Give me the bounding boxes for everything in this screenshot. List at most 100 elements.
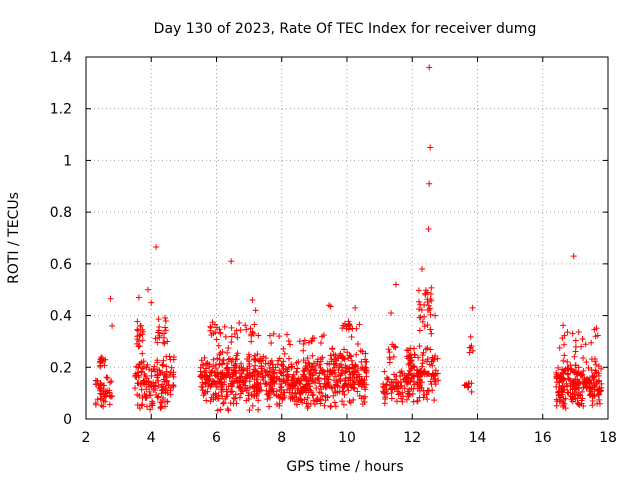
- axis-ticks: 2 4 6 8 10 12 14 16 18 0 0.2 0.4 0.6 0.8 1 1.2 1.4: [50, 50, 617, 446]
- data-point: [249, 402, 256, 409]
- data-point: [582, 341, 589, 348]
- data-point: [416, 343, 423, 350]
- data-point: [97, 356, 104, 363]
- data-point: [426, 180, 433, 187]
- data-point: [253, 388, 260, 395]
- data-point: [337, 352, 344, 359]
- data-point: [292, 390, 299, 397]
- data-point: [316, 361, 323, 368]
- data-point: [151, 368, 158, 375]
- x-tick-label: 4: [147, 430, 156, 446]
- data-point: [595, 372, 602, 379]
- data-point: [306, 361, 313, 368]
- data-point: [463, 381, 470, 388]
- data-point: [346, 398, 353, 405]
- data-point: [230, 394, 237, 401]
- data-point: [139, 337, 146, 344]
- data-point: [293, 368, 300, 375]
- data-point: [399, 398, 406, 405]
- data-point: [319, 354, 326, 361]
- data-point: [583, 384, 590, 391]
- data-point: [260, 353, 267, 360]
- data-point: [564, 371, 571, 378]
- data-point: [135, 294, 142, 301]
- data-point: [199, 387, 206, 394]
- data-point: [339, 325, 346, 332]
- data-point: [561, 352, 568, 359]
- data-point: [561, 341, 568, 348]
- data-point: [232, 360, 239, 367]
- data-point: [357, 365, 364, 372]
- data-point: [321, 368, 328, 375]
- data-point: [579, 371, 586, 378]
- x-tick-label: 12: [403, 430, 421, 446]
- data-point: [156, 324, 163, 331]
- data-point: [411, 352, 418, 359]
- data-point: [330, 351, 337, 358]
- data-point: [313, 396, 320, 403]
- data-point: [354, 341, 361, 348]
- data-point: [231, 330, 238, 337]
- data-point: [427, 311, 434, 318]
- data-point: [342, 368, 349, 375]
- data-point: [339, 355, 346, 362]
- data-point: [561, 332, 568, 339]
- data-point: [467, 333, 474, 340]
- data-point: [310, 366, 317, 373]
- data-point: [268, 375, 275, 382]
- data-point: [197, 373, 204, 380]
- data-point: [228, 358, 235, 365]
- data-point: [333, 373, 340, 380]
- data-point: [255, 397, 262, 404]
- data-point: [338, 361, 345, 368]
- data-point: [155, 316, 162, 323]
- data-point: [583, 359, 590, 366]
- data-point: [403, 347, 410, 354]
- data-point: [285, 364, 292, 371]
- data-point: [259, 373, 266, 380]
- data-point: [243, 371, 250, 378]
- data-point: [216, 351, 223, 358]
- data-point: [242, 322, 249, 329]
- data-point: [170, 383, 177, 390]
- data-point: [419, 357, 426, 364]
- data-point: [421, 301, 428, 308]
- data-point: [270, 379, 277, 386]
- data-point: [578, 343, 585, 350]
- data-point: [403, 378, 410, 385]
- data-point: [300, 341, 307, 348]
- data-point: [327, 369, 334, 376]
- data-point: [588, 339, 595, 346]
- data-point: [152, 335, 159, 342]
- data-point: [252, 362, 259, 369]
- x-tick-label: 18: [599, 430, 617, 446]
- data-point: [136, 392, 143, 399]
- data-point: [565, 375, 572, 382]
- data-point: [109, 322, 116, 329]
- data-point: [466, 344, 473, 351]
- data-point: [418, 363, 425, 370]
- data-point: [260, 376, 267, 383]
- data-point: [350, 381, 357, 388]
- data-point: [362, 393, 369, 400]
- data-point: [464, 384, 471, 391]
- data-point: [553, 374, 560, 381]
- data-point: [136, 342, 143, 349]
- data-point: [251, 321, 258, 328]
- data-point: [386, 354, 393, 361]
- data-point: [319, 393, 326, 400]
- data-point: [363, 358, 370, 365]
- data-point: [100, 403, 107, 410]
- data-point: [341, 356, 348, 363]
- data-point: [392, 376, 399, 383]
- data-point: [419, 318, 426, 325]
- data-point: [163, 353, 170, 360]
- data-point: [403, 396, 410, 403]
- data-point: [418, 307, 425, 314]
- data-point: [429, 354, 436, 361]
- data-point: [424, 307, 431, 314]
- data-point: [362, 350, 369, 357]
- data-point: [317, 365, 324, 372]
- data-point: [159, 381, 166, 388]
- data-point: [262, 354, 269, 361]
